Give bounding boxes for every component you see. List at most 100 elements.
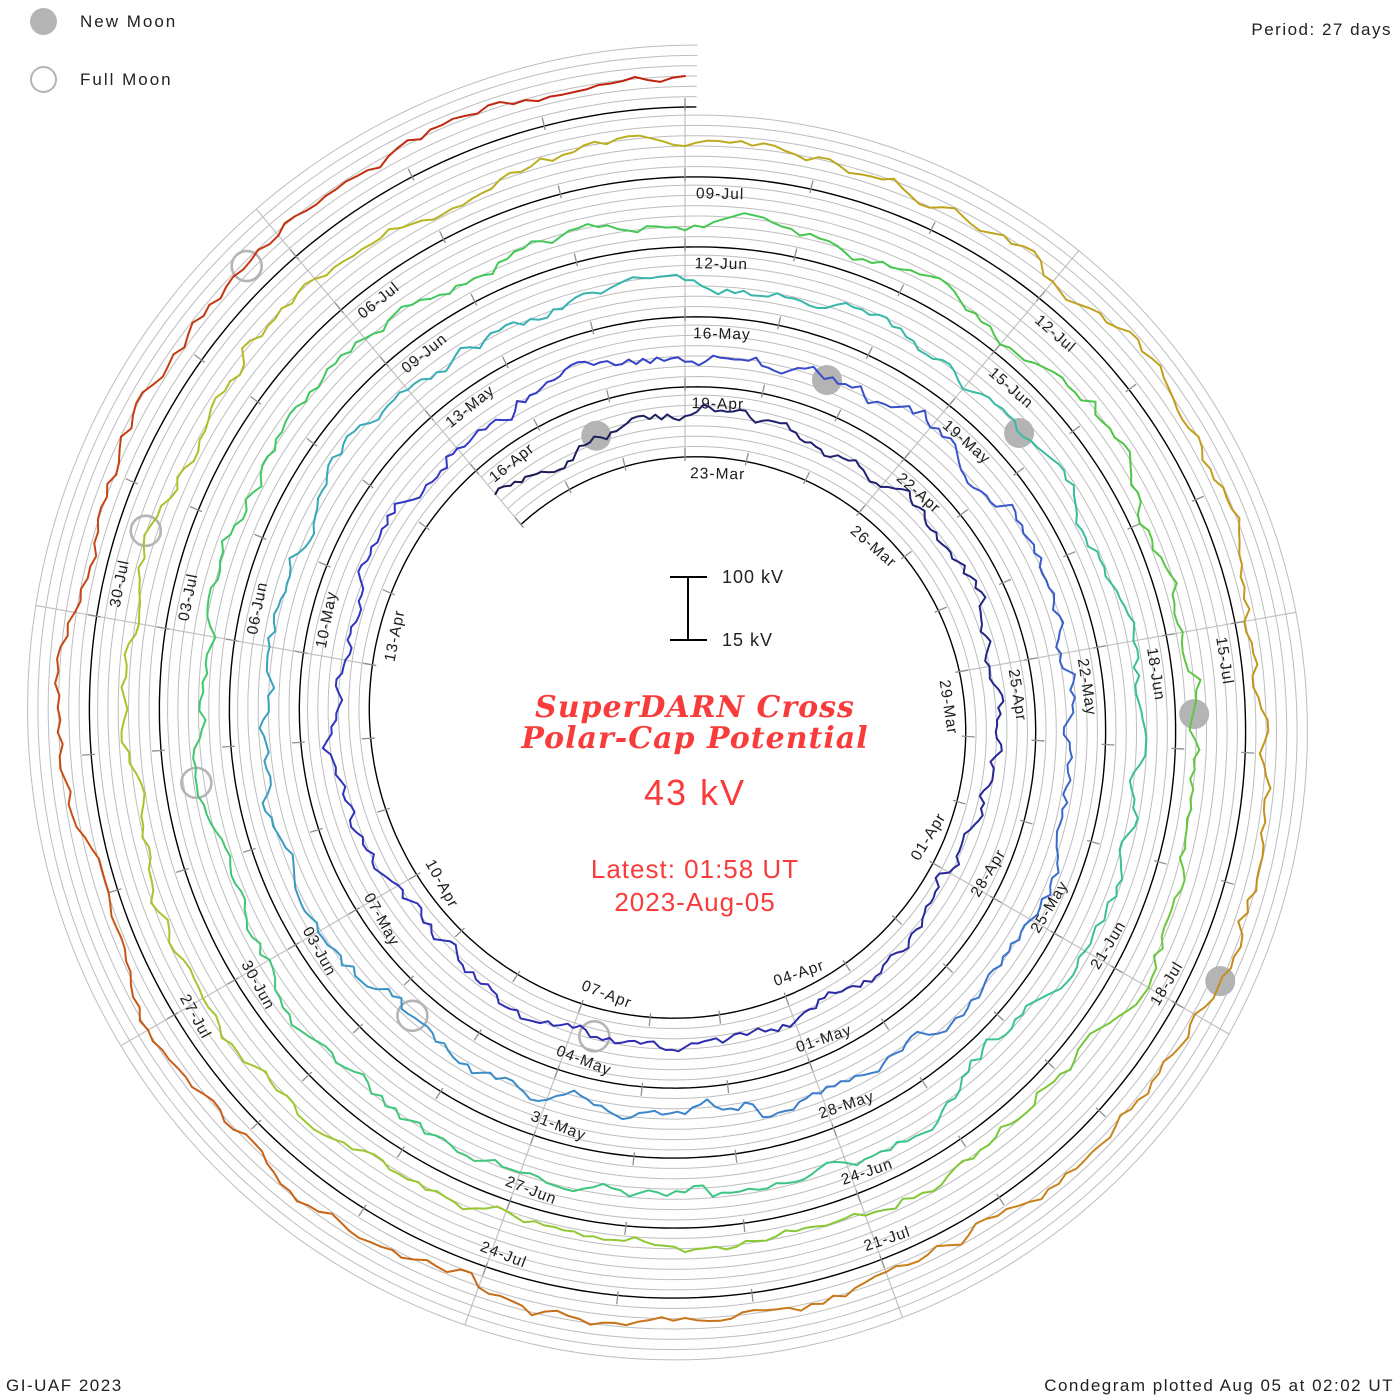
potential-trace-segment [879, 485, 938, 534]
legend-new-moon: New Moon [30, 8, 177, 35]
potential-trace-segment [524, 360, 602, 404]
potential-trace-segment [280, 839, 319, 933]
potential-trace-segment [505, 1210, 626, 1242]
day-tick [1035, 290, 1046, 302]
potential-trace-segment [910, 871, 951, 935]
grid-spiral [47, 65, 1288, 1340]
potential-trace-segment [1056, 741, 1073, 833]
day-tick [382, 589, 396, 596]
potential-trace-segment [864, 1157, 975, 1217]
potential-trace-segment [497, 1002, 574, 1029]
day-tick [377, 807, 390, 813]
day-tick [900, 550, 912, 560]
day-tick [879, 1255, 886, 1269]
potential-trace-segment [1059, 986, 1150, 1075]
potential-trace-segment [545, 1089, 641, 1121]
potential-trace-segment [331, 388, 409, 459]
day-tick [1086, 839, 1100, 845]
day-tick [989, 895, 1002, 904]
potential-trace-segment [1043, 451, 1089, 548]
day-tick [929, 860, 942, 869]
day-tick [750, 1288, 754, 1302]
scale-top-label: 100 kV [722, 567, 784, 587]
day-tick [578, 999, 584, 1013]
day-tick [842, 959, 851, 972]
potential-trace-segment [489, 292, 585, 335]
day-tick [225, 638, 239, 642]
grid-spiral [68, 85, 1267, 1320]
potential-trace-segment [1159, 365, 1225, 489]
date-label: 13-Apr [382, 608, 409, 663]
day-tick [1012, 467, 1025, 477]
potential-trace-segment [1086, 545, 1136, 642]
day-tick [855, 505, 866, 517]
potential-trace-segment [739, 1160, 848, 1193]
potential-trace-segment [406, 332, 492, 391]
potential-trace-segment [754, 419, 822, 451]
day-tick [648, 1013, 652, 1027]
credit-text: GI-UAF 2023 [6, 1376, 123, 1395]
potential-trace-segment [1255, 752, 1272, 892]
day-tick [287, 942, 300, 950]
potential-trace-segment [432, 157, 554, 221]
potential-trace-segment [753, 1271, 887, 1312]
kv-scale-bar: 100 kV 15 kV [670, 567, 784, 650]
potential-trace-segment [628, 1184, 742, 1198]
date-label: 19-Apr [691, 395, 744, 413]
potential-trace-segment [326, 659, 347, 742]
potential-trace-segment [449, 940, 500, 1005]
day-tick [942, 963, 954, 973]
potential-trace-segment [268, 958, 334, 1054]
day-tick [125, 478, 138, 485]
day-tick [928, 221, 936, 234]
potential-trace-segment [1094, 413, 1142, 525]
potential-trace-segment [646, 1037, 724, 1053]
potential-trace-segment [233, 421, 287, 527]
potential-trace-segment [999, 343, 1097, 416]
day-tick [512, 970, 521, 983]
potential-trace-segment [357, 502, 396, 582]
day-tick [1153, 859, 1167, 865]
potential-trace-segment [297, 456, 334, 555]
day-tick [809, 180, 814, 194]
potential-trace-segment [1147, 868, 1186, 989]
full-moon-marker [396, 999, 429, 1033]
day-tick [514, 517, 525, 528]
potential-trace-segment [348, 1229, 480, 1289]
potential-trace-segment [363, 283, 467, 340]
potential-trace-segment [819, 1049, 904, 1095]
potential-trace-segment [388, 1168, 508, 1212]
date-label: 26-Mar [847, 522, 900, 571]
day-tick [919, 1076, 928, 1089]
potential-trace-segment [183, 234, 280, 349]
day-tick [718, 1010, 722, 1024]
day-tick [834, 409, 842, 422]
potential-trace-segment [1030, 830, 1060, 921]
day-tick [152, 749, 166, 752]
grid-spirals [27, 44, 1308, 1361]
new-moon-icon [30, 8, 57, 35]
potential-trace-segment [859, 932, 913, 988]
day-tick [194, 354, 206, 364]
day-tick [250, 1119, 262, 1130]
day-tick [807, 1058, 814, 1071]
potential-trace-segment [978, 918, 1032, 999]
day-tick [900, 451, 911, 463]
day-tick [955, 669, 969, 673]
day-tick [1031, 739, 1045, 742]
day-tick [1231, 620, 1245, 625]
potential-trace-segment [115, 346, 186, 476]
potential-trace-segment [107, 891, 150, 1031]
full-moon-marker [230, 249, 263, 283]
scale-bottom-label: 15 kV [722, 630, 773, 650]
day-tick [573, 253, 579, 267]
date-label: 28-May [817, 1088, 877, 1123]
potential-trace-segment [244, 1133, 351, 1232]
potential-trace-segment [767, 365, 853, 389]
day-tick [1063, 551, 1076, 558]
day-tick [254, 533, 267, 540]
day-tick [957, 1135, 967, 1147]
day-tick [379, 356, 390, 368]
day-tick [242, 847, 256, 853]
potential-trace-segment [1178, 749, 1201, 871]
